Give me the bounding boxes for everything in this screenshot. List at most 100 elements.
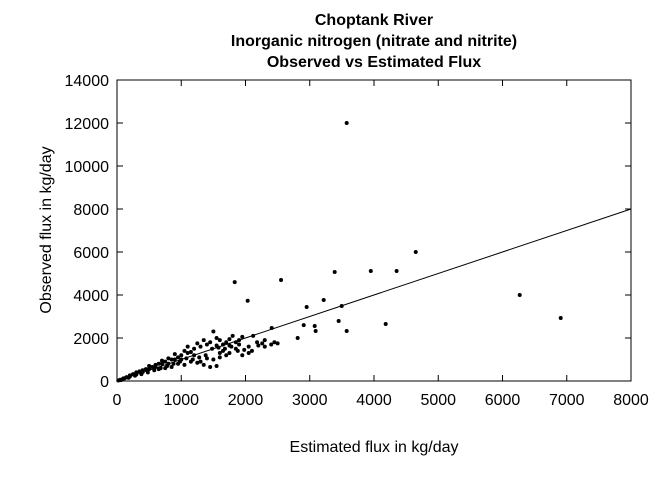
data-point — [176, 355, 181, 360]
data-point — [182, 362, 187, 367]
data-point — [413, 250, 418, 254]
data-point — [246, 351, 251, 356]
data-point — [227, 351, 232, 356]
data-point — [153, 365, 158, 370]
data-point — [163, 366, 168, 371]
data-point — [176, 361, 181, 366]
y-tick-label: 12000 — [65, 116, 110, 133]
data-point — [156, 367, 161, 372]
data-point — [256, 343, 261, 348]
data-point — [140, 369, 145, 374]
y-tick-label: 0 — [100, 374, 109, 391]
data-point — [179, 353, 184, 358]
data-point — [172, 352, 177, 357]
data-point — [127, 374, 132, 379]
data-point — [301, 323, 306, 328]
data-point — [279, 277, 284, 282]
data-point — [304, 304, 309, 309]
data-point — [159, 361, 164, 366]
data-point — [211, 357, 216, 362]
data-point — [147, 363, 152, 368]
data-point — [122, 376, 127, 381]
x-tick-label: 6000 — [485, 392, 521, 409]
data-point — [344, 329, 349, 334]
x-tick-label: 0 — [113, 392, 122, 409]
data-point — [166, 356, 171, 361]
x-tick-label: 5000 — [420, 392, 456, 409]
data-point — [192, 353, 197, 358]
data-point — [230, 333, 235, 338]
y-tick-label: 8000 — [73, 202, 109, 219]
data-point — [240, 334, 245, 339]
data-point — [150, 365, 155, 370]
data-point — [188, 349, 193, 354]
reference-line — [116, 208, 632, 382]
data-point — [179, 357, 184, 362]
data-point — [321, 298, 326, 303]
data-point — [217, 338, 222, 343]
y-tick-label: 2000 — [73, 331, 109, 348]
data-point — [166, 361, 171, 366]
x-tick-label: 3000 — [292, 392, 328, 409]
data-point — [217, 355, 222, 360]
data-point — [262, 338, 267, 343]
data-point — [233, 346, 238, 351]
data-point — [201, 362, 206, 367]
x-tick-label: 2000 — [228, 392, 264, 409]
data-point — [198, 359, 203, 364]
chart-title-line-3: Observed vs Estimated Flux — [267, 54, 481, 71]
data-point — [214, 363, 219, 368]
data-point — [272, 340, 277, 345]
data-point — [169, 365, 174, 370]
data-point — [204, 356, 209, 361]
data-point — [169, 357, 174, 362]
data-point — [232, 280, 237, 285]
x-tick-label: 7000 — [549, 392, 585, 409]
x-tick-label: 1000 — [163, 392, 199, 409]
data-point — [195, 360, 200, 365]
data-point — [227, 337, 232, 342]
y-axis-label: Observed flux in kg/day — [38, 146, 55, 313]
data-point — [185, 344, 190, 349]
data-point — [214, 336, 219, 340]
data-point — [134, 372, 139, 377]
data-point — [260, 341, 265, 346]
data-point — [517, 293, 522, 297]
data-point — [558, 316, 563, 321]
data-point — [185, 351, 190, 356]
chart-title-line-2: Inorganic nitrogen (nitrate and nitrite) — [231, 33, 517, 50]
y-tick-label: 6000 — [73, 245, 109, 262]
data-point — [195, 341, 200, 346]
data-point — [245, 298, 250, 303]
data-point — [214, 343, 219, 348]
data-point — [295, 336, 300, 340]
data-point — [147, 367, 152, 372]
data-point — [242, 347, 247, 352]
data-point — [249, 348, 254, 353]
data-point — [137, 369, 142, 374]
data-point — [192, 346, 197, 351]
data-point — [269, 342, 274, 347]
plot-frame — [116, 79, 632, 382]
data-point — [233, 340, 238, 345]
x-tick-label: 4000 — [356, 392, 392, 409]
data-point — [159, 358, 164, 363]
data-point — [156, 361, 161, 366]
x-axis-label: Estimated flux in kg/day — [290, 439, 459, 456]
data-point — [204, 342, 209, 347]
data-point — [203, 353, 208, 358]
data-point — [145, 370, 150, 375]
data-point — [313, 329, 318, 334]
data-point — [201, 338, 206, 343]
data-point — [251, 333, 256, 338]
data-point — [208, 365, 213, 370]
data-point — [394, 269, 399, 274]
data-point — [237, 342, 242, 347]
data-point — [269, 326, 274, 331]
data-point — [184, 356, 189, 361]
data-point — [240, 353, 245, 358]
chart-title-line-1: Choptank River — [315, 12, 433, 29]
data-point — [312, 324, 317, 329]
